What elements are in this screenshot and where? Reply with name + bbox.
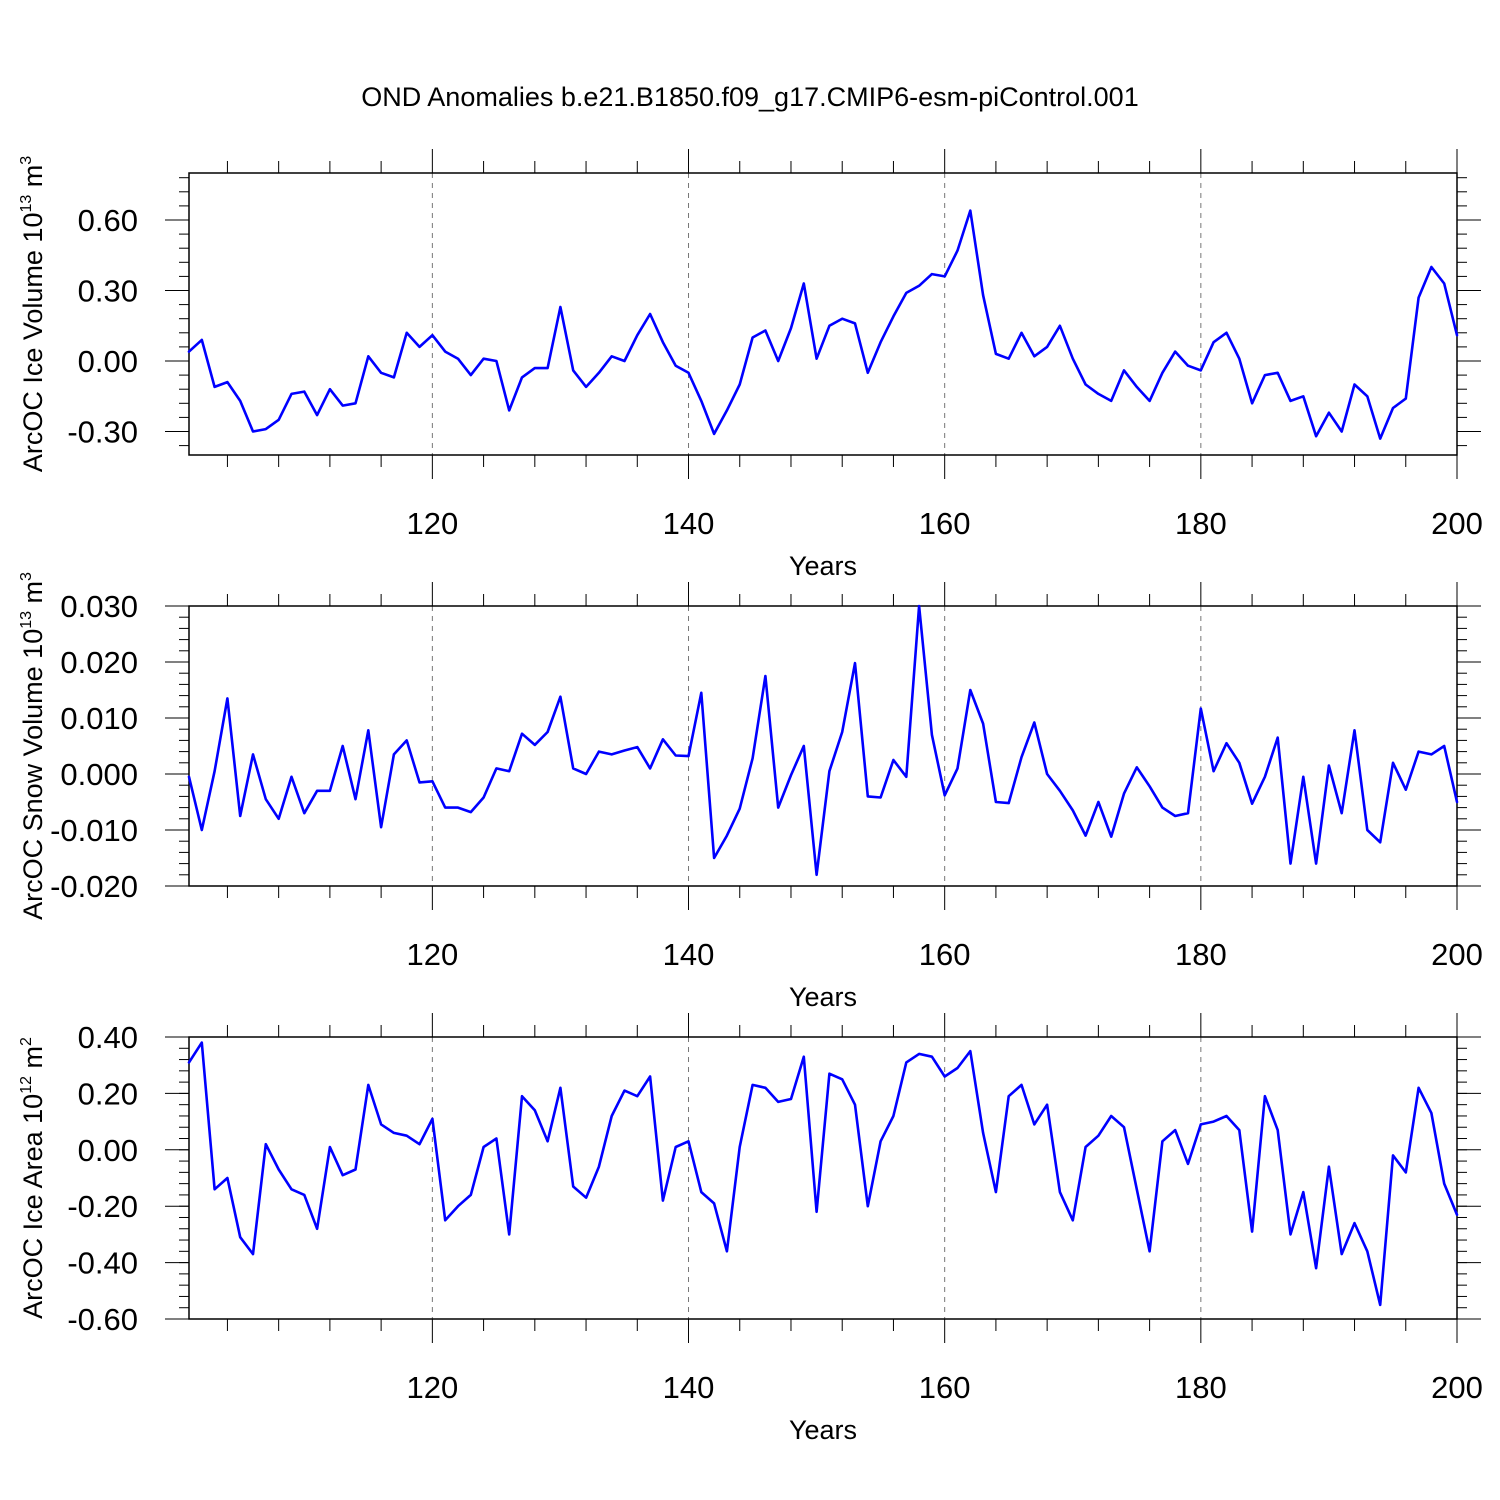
y-tick-label: -0.20: [67, 1189, 138, 1224]
x-tick-label: 160: [919, 506, 971, 541]
x-tick-label: 160: [919, 1370, 971, 1405]
x-tick-label: 180: [1175, 1370, 1227, 1405]
panels: -0.30 0.00 0.30 0.60 120 140 160 180 200 Years Arc…: [18, 149, 1483, 1445]
x-tick-label: 120: [406, 506, 458, 541]
y-tick-label: -0.60: [67, 1302, 138, 1337]
y-tick-label: -0.020: [50, 869, 138, 904]
x-tick-label: 140: [663, 506, 715, 541]
y-tick-label: 0.030: [60, 589, 138, 624]
x-tick-label: 200: [1431, 1370, 1483, 1405]
x-tick-label: 140: [663, 1370, 715, 1405]
y-tick-label: 0.40: [78, 1020, 138, 1055]
plot-frame: [188, 605, 1458, 887]
y-tick-label: -0.40: [67, 1246, 138, 1281]
series-line: [187, 604, 1459, 877]
x-tick-label: 120: [406, 937, 458, 972]
x-tick-label: 120: [406, 1370, 458, 1405]
panel-1: -0.30 0.00 0.30 0.60 120 140 160 180 200 Years Arc…: [18, 149, 1483, 581]
x-axis-label: Years: [789, 551, 857, 581]
y-tick-label: 0.010: [60, 701, 138, 736]
x-tick-label: 200: [1431, 506, 1483, 541]
plot-frame: [188, 1036, 1458, 1320]
y-tick-label: 0.020: [60, 645, 138, 680]
y-tick-label: 0.00: [78, 1133, 138, 1168]
panel-3: -0.60 -0.40 -0.20 0.00 0.20 0.40 120 140 160 180 2…: [18, 1013, 1483, 1445]
y-tick-label: 0.20: [78, 1076, 138, 1111]
series-line: [187, 209, 1459, 440]
panel-2: -0.020 -0.010 0.000 0.010 0.020 0.030 120 140 16…: [18, 572, 1483, 1012]
figure-title: OND Anomalies b.e21.B1850.f09_g17.CMIP6-…: [361, 82, 1138, 112]
y-tick-label: 0.00: [78, 344, 138, 379]
x-axis-label: Years: [789, 982, 857, 1012]
series-line: [187, 1041, 1459, 1307]
x-tick-label: 180: [1175, 506, 1227, 541]
x-tick-label: 140: [663, 937, 715, 972]
x-tick-label: 200: [1431, 937, 1483, 972]
x-axis-label: Years: [789, 1415, 857, 1445]
x-tick-label: 180: [1175, 937, 1227, 972]
y-tick-label: 0.30: [78, 274, 138, 309]
x-tick-label: 160: [919, 937, 971, 972]
plot-frame: [188, 172, 1458, 456]
y-axis-label: ArcOC Ice Area 1012 m2: [18, 1037, 48, 1319]
y-tick-label: -0.30: [67, 415, 138, 450]
y-tick-label: 0.000: [60, 757, 138, 792]
y-tick-label: 0.60: [78, 203, 138, 238]
y-tick-label: -0.010: [50, 813, 138, 848]
y-axis-label: ArcOC Ice Volume 1013 m3: [18, 156, 48, 472]
y-axis-label: ArcOC Snow Volume 1013 m3: [18, 572, 48, 920]
